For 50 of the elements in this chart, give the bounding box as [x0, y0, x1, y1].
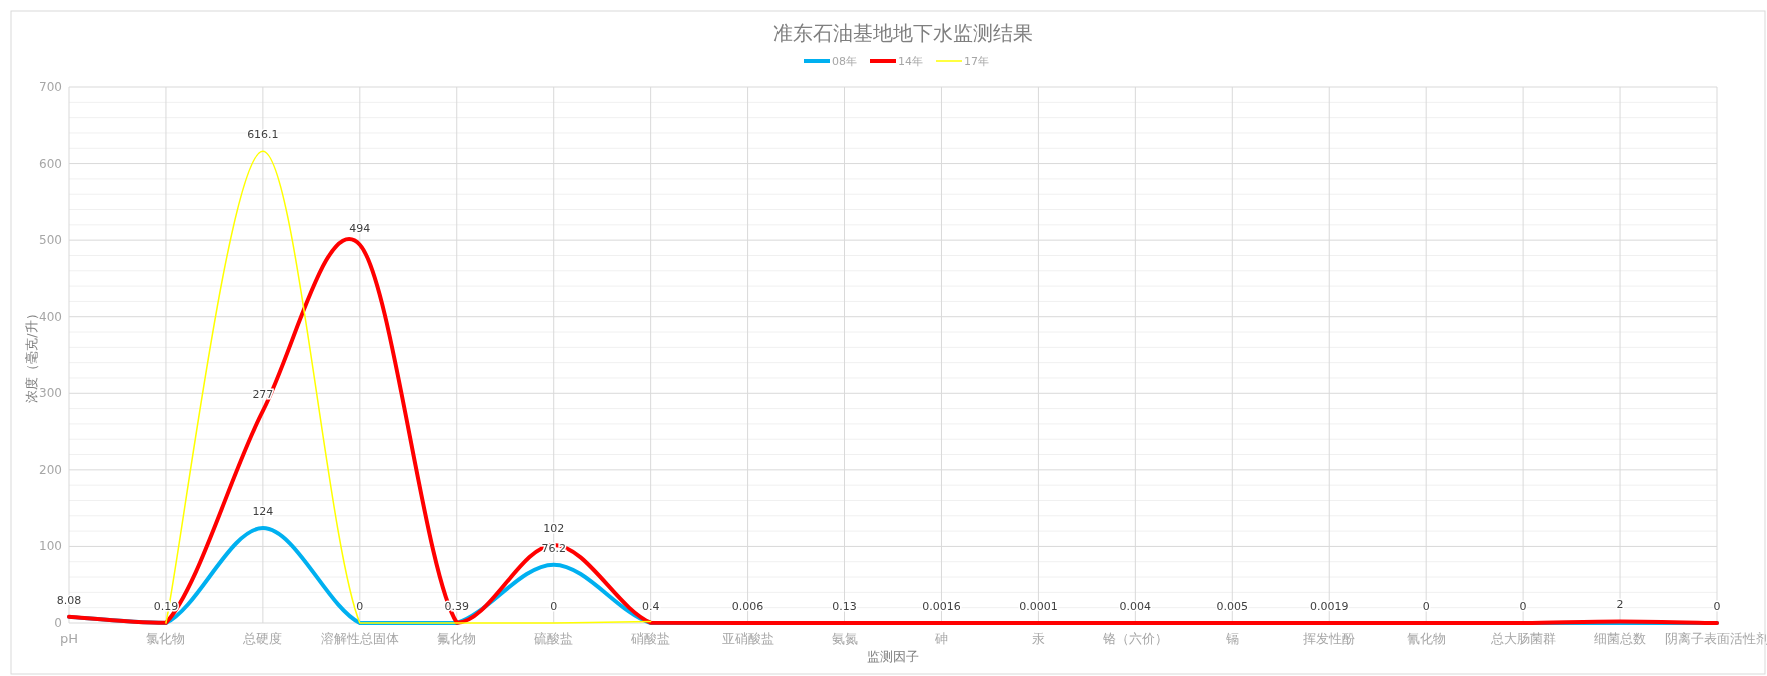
x-tick-label: 硝酸盐 [630, 631, 671, 646]
x-tick-label: 氯化物 [146, 631, 186, 646]
data-label: 0 [1713, 600, 1721, 613]
x-tick-label: pH [59, 631, 79, 646]
data-label: 616.1 [247, 128, 279, 142]
data-label: 0 [356, 600, 364, 613]
data-label: 0.006 [731, 600, 764, 613]
x-tick-label: 细菌总数 [1594, 631, 1647, 646]
x-tick-label: 硫酸盐 [534, 631, 574, 646]
data-label: 494 [349, 221, 371, 235]
x-tick-label: 汞 [1031, 631, 1045, 646]
x-tick-label: 铬（六价） [1101, 631, 1168, 646]
data-label: 8.08 [56, 593, 82, 607]
data-label: 0.0019 [1309, 600, 1349, 613]
x-tick-label: 总硬度 [242, 631, 283, 646]
x-axis-title: 监测因子 [867, 649, 919, 664]
y-tick-label: 600 [39, 156, 62, 171]
y-tick-label: 100 [39, 539, 62, 554]
x-tick-label: 氟化物 [437, 631, 477, 646]
data-label: 0.0001 [1019, 600, 1058, 613]
data-label: 124 [252, 505, 274, 519]
y-tick-label: 200 [39, 462, 62, 477]
x-tick-label: 氰化物 [1406, 631, 1446, 646]
x-tick-label: 亚硝酸盐 [721, 631, 774, 646]
data-label: 0.4 [641, 599, 660, 613]
legend-label: 14年 [898, 55, 923, 68]
data-label: 2 [1616, 598, 1624, 612]
x-tick-label: 砷 [933, 631, 948, 646]
legend-label: 17年 [964, 55, 989, 68]
data-label: 0 [1519, 600, 1527, 613]
x-tick-label: 总大肠菌群 [1489, 631, 1556, 646]
x-tick-label: 镉 [1224, 631, 1239, 646]
y-tick-label: 500 [39, 233, 62, 248]
data-label: 0.005 [1216, 600, 1249, 613]
data-label: 0 [1422, 600, 1430, 613]
x-tick-label: 氨氮 [831, 631, 858, 646]
data-label: 0.13 [832, 599, 857, 613]
data-label: 0.0016 [922, 600, 961, 613]
data-label: 102 [543, 521, 565, 535]
x-tick-label: 挥发性酚 [1303, 631, 1356, 646]
data-label: 0 [550, 600, 558, 613]
y-axis-title: 浓度（毫克/升） [24, 307, 39, 403]
y-tick-label: 0 [54, 616, 62, 630]
y-tick-label: 700 [39, 80, 62, 94]
legend-label: 08年 [832, 55, 857, 68]
chart-title: 准东石油基地地下水监测结果 [773, 21, 1033, 45]
y-tick-label: 400 [39, 309, 62, 324]
x-tick-label: 溶解性总固体 [320, 631, 399, 646]
data-label: 0.004 [1119, 600, 1152, 613]
y-tick-label: 300 [39, 386, 62, 401]
